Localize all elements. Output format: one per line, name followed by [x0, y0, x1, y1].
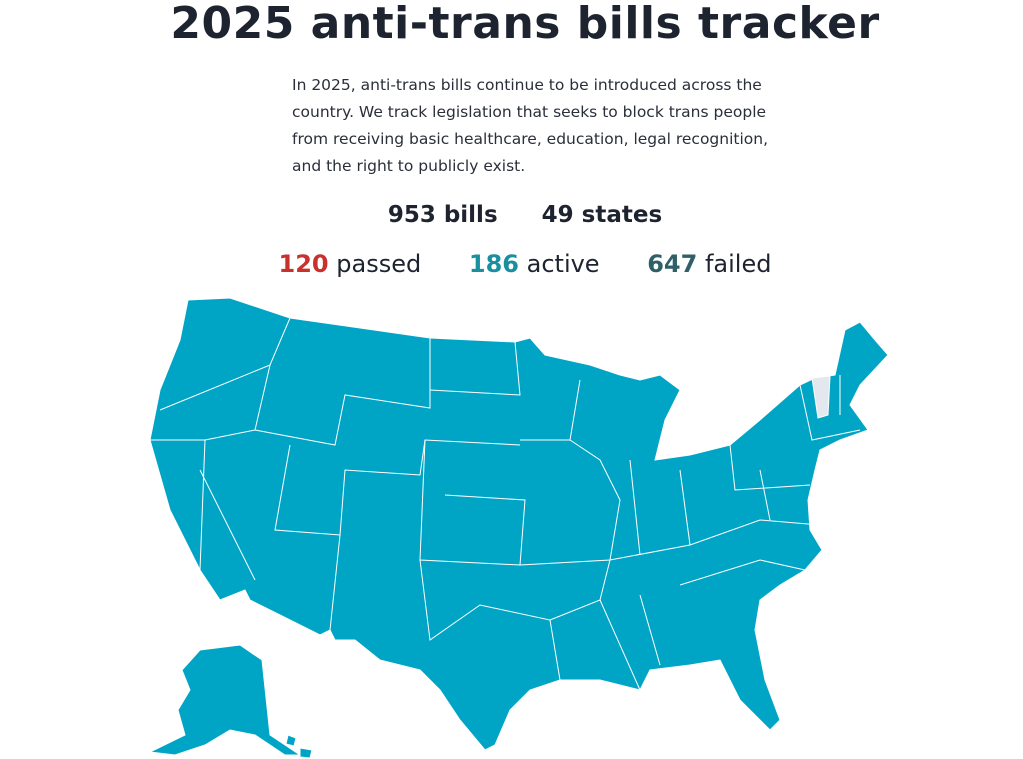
bill-count: 953 bills [387, 202, 498, 228]
totals: 953 bills 49 states [0, 202, 1023, 228]
failed-label: failed [704, 250, 772, 278]
passed-count: 120 [278, 250, 329, 278]
state-hawaii-2[interactable] [299, 747, 313, 759]
active-count: 186 [468, 250, 519, 278]
contiguous-states[interactable] [149, 297, 889, 751]
intro-text: In 2025, anti-trans bills continue to be… [292, 76, 769, 175]
state-vermont[interactable] [811, 375, 831, 419]
failed-count: 647 [647, 250, 698, 278]
page-title: 2025 anti-trans bills tracker [170, 0, 880, 49]
active-label: active [526, 250, 600, 278]
active-stat: 186 active [469, 250, 600, 278]
state-hawaii-1[interactable] [285, 734, 297, 747]
status-summary: 120 passed 186 active 647 failed [0, 250, 1023, 278]
state-borders [150, 317, 861, 691]
passed-label: passed [336, 250, 422, 278]
us-map[interactable] [0, 290, 1023, 759]
passed-stat: 120 passed [279, 250, 422, 278]
failed-stat: 647 failed [647, 250, 771, 278]
state-alaska[interactable] [148, 644, 302, 756]
state-count: 49 states [541, 202, 663, 228]
